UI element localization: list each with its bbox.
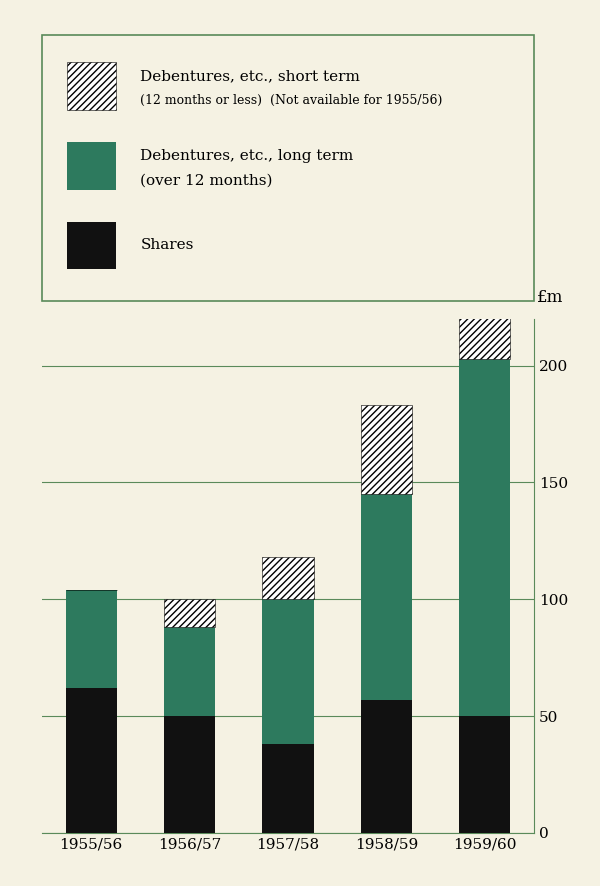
Bar xyxy=(361,700,412,833)
Bar xyxy=(65,688,117,833)
Bar xyxy=(262,557,314,599)
Bar xyxy=(164,599,215,627)
Bar xyxy=(459,293,511,359)
Text: Debentures, etc., long term: Debentures, etc., long term xyxy=(140,150,353,163)
Text: Shares: Shares xyxy=(140,238,194,253)
Bar xyxy=(164,627,215,716)
Bar xyxy=(361,494,412,700)
Text: Debentures, etc., short term: Debentures, etc., short term xyxy=(140,70,360,83)
Text: (12 months or less)  (Not available for 1955/56): (12 months or less) (Not available for 1… xyxy=(140,94,443,107)
Bar xyxy=(262,599,314,744)
Bar xyxy=(67,222,116,269)
Bar xyxy=(67,142,116,190)
Bar xyxy=(65,590,117,688)
Bar xyxy=(262,744,314,833)
Bar xyxy=(361,406,412,494)
Text: £m: £m xyxy=(537,289,563,306)
Bar xyxy=(67,62,116,110)
Bar xyxy=(459,359,511,716)
Bar xyxy=(459,716,511,833)
Bar xyxy=(164,716,215,833)
Text: (over 12 months): (over 12 months) xyxy=(140,174,273,187)
